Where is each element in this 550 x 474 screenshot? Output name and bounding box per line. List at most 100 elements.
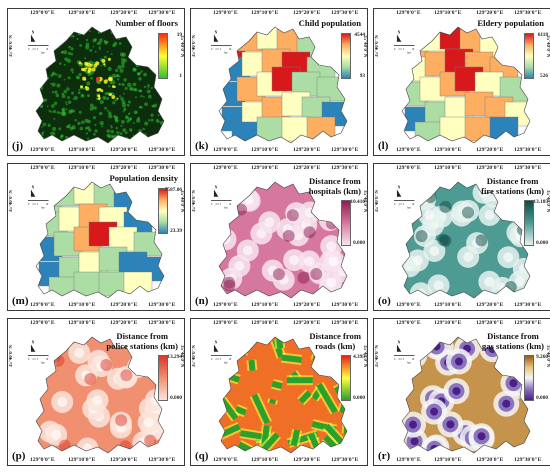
longitude-label: 129°30'0"E (514, 457, 542, 463)
longitude-label: 129°10'0"E (434, 165, 462, 171)
longitude-label: 129°30'0"E (331, 10, 359, 16)
latitude-label: 35°40'0"N (9, 190, 14, 213)
panel-label: (m) (12, 295, 29, 307)
scale-tick-label: 10 (46, 358, 49, 361)
longitude-label: 129°10'0"E (251, 457, 279, 463)
legend-min-value: 0.000 (536, 395, 548, 401)
longitude-label: 129°10'0"E (68, 10, 96, 16)
legend-colorbar (524, 355, 534, 401)
panel-title: Distance from roads (km) (309, 331, 361, 351)
scale-tick-label: 5 (403, 358, 405, 361)
legend-max-value: 4.395 (353, 354, 365, 360)
scale-tick-label: 2.5 (215, 48, 219, 51)
legend-min-value: 93 (359, 73, 365, 79)
scale-tick-label: 5 (403, 48, 405, 51)
legend-max-value: 19 (176, 32, 182, 38)
scale-tick-label: 2.5 (398, 203, 402, 206)
panel-label: (j) (12, 140, 23, 152)
legend-min-value: 0.000 (170, 395, 182, 401)
longitude-label: 129°0'0"E (30, 10, 55, 16)
longitude-label: 129°20'0"E (110, 147, 138, 153)
longitude-label: 129°0'0"E (396, 147, 421, 153)
longitude-label: 129°0'0"E (396, 165, 421, 171)
coord-row-bottom: 129°0'0"E 129°10'0"E 129°20'0"E 129°30'0"E (374, 147, 550, 154)
scale-tick-label: 2.5 (32, 48, 36, 51)
panel-title-line: Number of floors (115, 18, 178, 28)
panel-title-line: Distance from (309, 331, 361, 341)
coord-row-bottom: 129°0'0"E 129°10'0"E 129°20'0"E 129°30'0"E (191, 457, 367, 464)
scale-tick-label: 2.5 (398, 358, 402, 361)
scale-unit-label: km (224, 362, 227, 365)
scale-tick-label: 5 (403, 203, 405, 206)
scale-tick-label: 2.5 (215, 203, 219, 206)
panel-title-line: hospitals (km) (308, 185, 361, 196)
panel-title-line: fire stations (km) (481, 185, 544, 196)
map-graphic (35, 26, 165, 144)
longitude-label: 129°10'0"E (68, 165, 96, 171)
longitude-label: 129°30'0"E (331, 147, 359, 153)
longitude-label: 129°20'0"E (110, 457, 138, 463)
north-label: N (215, 31, 218, 35)
longitude-label: 129°0'0"E (30, 147, 55, 153)
latitude-label: 35°40'0"N (192, 345, 197, 368)
longitude-label: 129°30'0"E (514, 320, 542, 326)
north-label: N (398, 31, 401, 35)
scale-tick-label: 10 (412, 358, 415, 361)
legend-max-value: 9.260 (536, 354, 548, 360)
map-panel-j: 129°0'0"E 129°10'0"E 129°20'0"E 129°30'0"E 1… (7, 8, 185, 156)
longitude-label: 129°30'0"E (148, 147, 176, 153)
legend-colorbar (341, 200, 351, 246)
longitude-label: 129°0'0"E (396, 457, 421, 463)
legend-min-value: 526 (540, 73, 548, 79)
panel-title-line: gas stations (km) (481, 340, 544, 351)
panel-title: Eldery population (477, 18, 544, 29)
legend-max-value: 4544 (354, 32, 365, 38)
legend-max-value: 13.185 (533, 199, 548, 205)
map-graphic (401, 336, 531, 454)
scale-tick-label: 0 (28, 358, 30, 361)
north-label: N (32, 341, 35, 345)
longitude-label: 129°0'0"E (396, 10, 421, 16)
latitude-label: 35°40'0"N (375, 345, 380, 368)
north-label: N (32, 186, 35, 190)
longitude-label: 129°30'0"E (148, 457, 176, 463)
scale-tick-label: 10 (229, 203, 232, 206)
north-label: N (215, 341, 218, 345)
panel-title-line: Distance from (116, 331, 168, 341)
longitude-label: 129°20'0"E (476, 302, 504, 308)
scale-unit-label: km (407, 207, 410, 210)
legend-min-value: 0.000 (536, 240, 548, 246)
map-graphic (218, 181, 348, 299)
panel-title: Distance from fire stations (km) (481, 176, 544, 196)
map-panel-o: 129°0'0"E 129°10'0"E 129°20'0"E 129°30'0"E 1… (373, 163, 550, 311)
map-graphic (401, 26, 531, 144)
latitude-label: 35°40'0"N (545, 190, 550, 213)
longitude-label: 129°20'0"E (476, 165, 504, 171)
latitude-label: 35°40'0"N (179, 35, 184, 58)
legend-min-value: 23.39 (170, 228, 182, 234)
legend-colorbar (341, 33, 351, 79)
scale-tick-label: 2.5 (32, 358, 36, 361)
panel-title-line: Distance from (309, 176, 361, 186)
panel-title: Distance from hospitals (km) (308, 176, 361, 196)
longitude-label: 129°30'0"E (331, 457, 359, 463)
coord-row-top: 129°0'0"E 129°10'0"E 129°20'0"E 129°30'0"E (191, 320, 367, 327)
panel-title: Number of floors (115, 18, 178, 29)
panel-label: (p) (12, 450, 26, 462)
latitude-label: 35°40'0"N (545, 345, 550, 368)
longitude-label: 129°30'0"E (514, 147, 542, 153)
legend-max-value: 7587.06 (164, 187, 182, 193)
longitude-label: 129°20'0"E (293, 165, 321, 171)
scale-tick-label: 5 (220, 48, 222, 51)
scale-tick-label: 2.5 (215, 358, 219, 361)
longitude-label: 129°20'0"E (110, 320, 138, 326)
legend-colorbar (524, 33, 534, 79)
legend-colorbar (341, 355, 351, 401)
coord-row-bottom: 129°0'0"E 129°10'0"E 129°20'0"E 129°30'0"E (374, 457, 550, 464)
latitude-label: 35°40'0"N (375, 190, 380, 213)
longitude-label: 129°30'0"E (514, 302, 542, 308)
